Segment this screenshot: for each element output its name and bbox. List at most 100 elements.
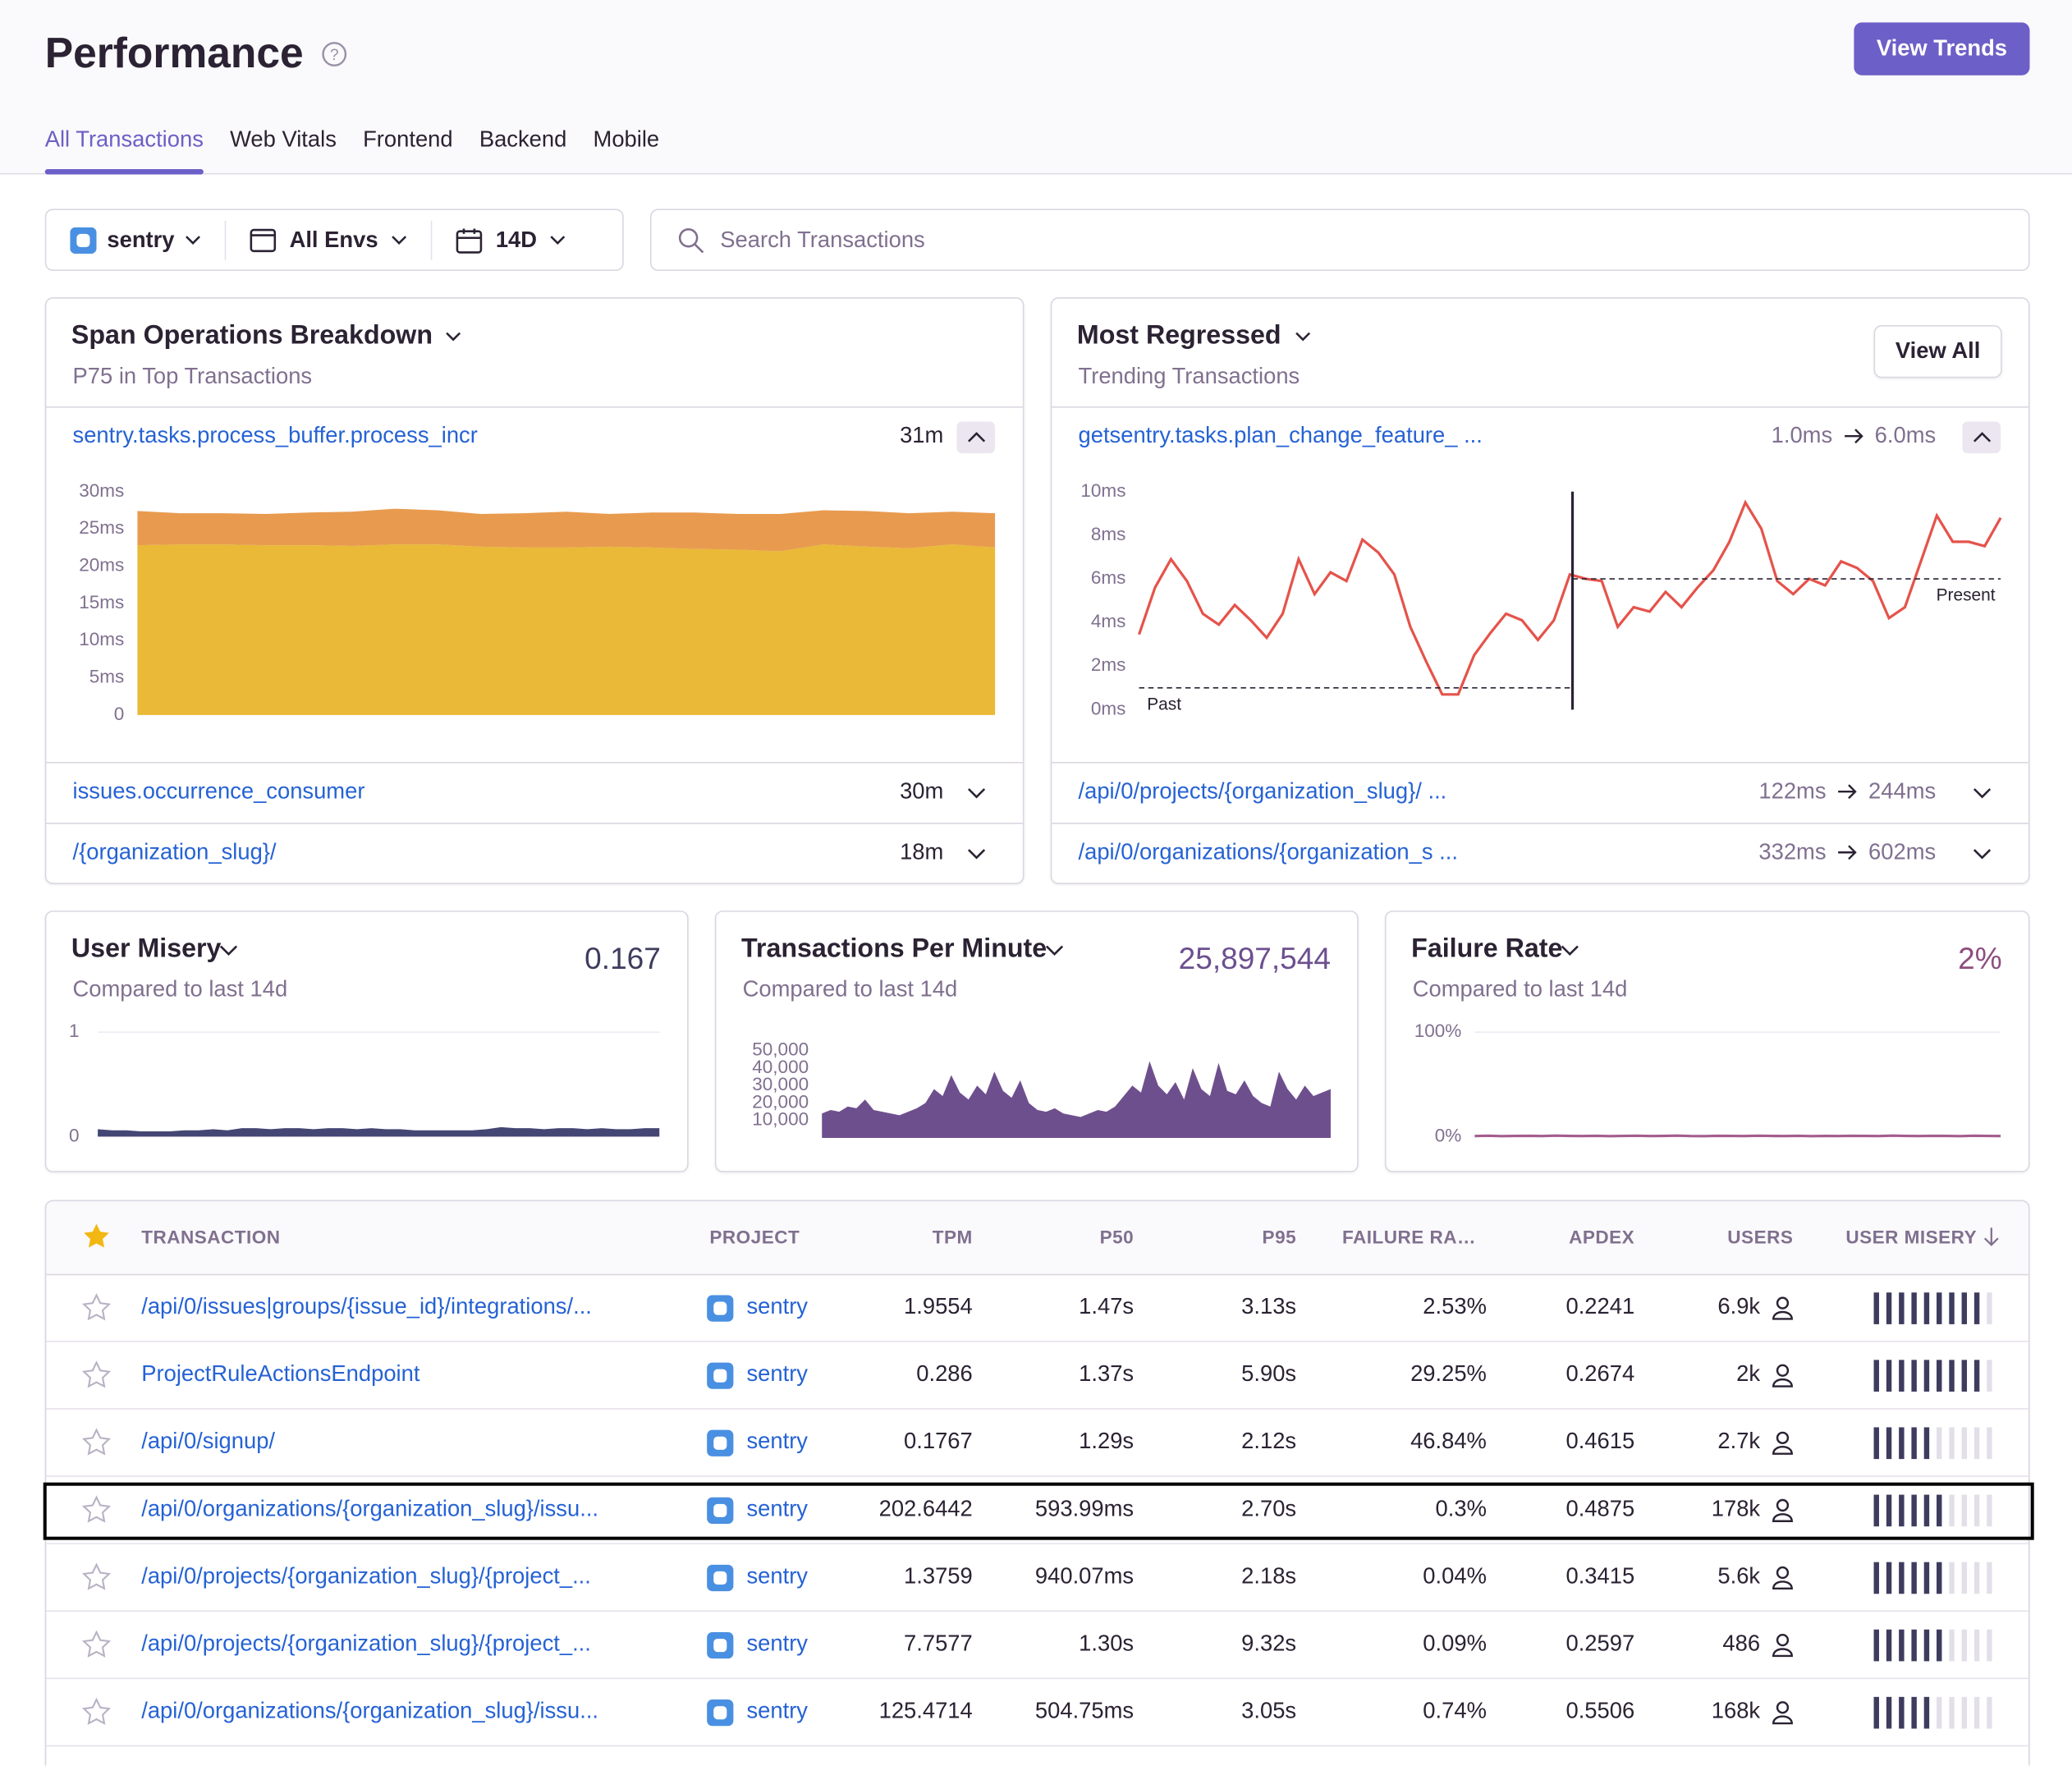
tab[interactable]: Backend (479, 124, 567, 174)
span-op-value: 31m (900, 423, 943, 449)
kpi-subtitle: Compared to last 14d (743, 977, 958, 1003)
regressed-link[interactable]: getsentry.tasks.plan_change_feature_ ... (1079, 423, 1483, 449)
panel-subtitle: Trending Transactions (1079, 364, 1300, 390)
regressed-link[interactable]: /api/0/projects/{organization_slug}/ ... (1079, 778, 1447, 805)
transaction-link[interactable]: /api/0/issues|groups/{issue_id}/integrat… (141, 1294, 592, 1320)
cell-failure-rate: 0.3% (1436, 1496, 1487, 1522)
cell-p95: 2.12s (1241, 1429, 1296, 1455)
cell-p50: 940.07ms (1035, 1563, 1134, 1589)
cell-p95: 3.13s (1241, 1294, 1296, 1320)
panel-title[interactable]: Most Regressed (1077, 321, 1310, 351)
transaction-link[interactable]: ProjectRuleActionsEndpoint (141, 1361, 419, 1388)
span-op-link[interactable]: sentry.tasks.process_buffer.process_incr (73, 423, 478, 449)
panel-title[interactable]: Span Operations Breakdown (71, 321, 461, 351)
cell-users: 168k (1712, 1698, 1760, 1724)
transaction-link[interactable]: /api/0/signup/ (141, 1429, 275, 1455)
span-op-link[interactable]: issues.occurrence_consumer (73, 778, 365, 805)
arrow-icon (1836, 782, 1858, 801)
column-header[interactable]: P50 (1100, 1227, 1135, 1248)
project-filter[interactable]: sentry (46, 220, 226, 259)
project-link[interactable]: sentry (746, 1496, 808, 1522)
transaction-link[interactable]: /api/0/projects/{organization_slug}/{pro… (141, 1631, 591, 1657)
kpi-title[interactable]: User Misery (71, 934, 222, 965)
view-all-button[interactable]: View All (1874, 325, 2002, 378)
tab[interactable]: Mobile (594, 124, 660, 174)
project-link[interactable]: sentry (746, 1294, 808, 1320)
cell-users: 2.7k (1717, 1429, 1760, 1455)
column-header[interactable]: FAILURE RA… (1342, 1227, 1476, 1248)
cell-apdex: 0.3415 (1565, 1563, 1634, 1589)
project-link[interactable]: sentry (746, 1631, 808, 1657)
search-icon (678, 227, 704, 253)
cell-tpm: 202.6442 (879, 1496, 973, 1522)
after-value: 244ms (1868, 778, 1936, 805)
cell-users: 2k (1736, 1361, 1760, 1388)
kpi-value: 25,897,544 (1179, 941, 1331, 976)
tabs: All Transactions Web Vitals Frontend Backen… (45, 124, 659, 174)
panel-title-text: Most Regressed (1077, 321, 1281, 351)
tab[interactable]: Frontend (363, 124, 453, 174)
regressed-change: 332ms602ms (1758, 839, 1936, 865)
panel-subtitle: P75 in Top Transactions (73, 364, 313, 390)
help-icon[interactable]: ? (321, 41, 347, 67)
chevron (185, 235, 200, 245)
column-header[interactable]: APDEX (1569, 1227, 1634, 1248)
regressed-change: 1.0ms6.0ms (1772, 423, 1937, 449)
chevron (392, 235, 407, 245)
search-placeholder: Search Transactions (720, 227, 924, 253)
cell-users: 178k (1712, 1496, 1760, 1522)
before-value: 332ms (1758, 839, 1826, 865)
arrow-icon (1836, 843, 1858, 862)
view-trends-button[interactable]: View Trends (1854, 22, 2029, 75)
cell-apdex: 0.2597 (1565, 1631, 1634, 1657)
column-header[interactable]: TRANSACTION (141, 1227, 280, 1248)
env-filter[interactable]: All Envs (226, 220, 432, 259)
kpi-title[interactable]: Failure Rate (1411, 934, 1562, 965)
column-header[interactable]: USERS (1727, 1227, 1793, 1248)
tab-underline (45, 169, 204, 174)
cell-users: 6.9k (1717, 1294, 1760, 1320)
panel-title-text: Span Operations Breakdown (71, 321, 433, 351)
project-link[interactable]: sentry (746, 1563, 808, 1589)
project-name: sentry (107, 227, 174, 253)
project-link[interactable]: sentry (746, 1698, 808, 1724)
cell-apdex: 0.5506 (1565, 1698, 1634, 1724)
kpi-subtitle: Compared to last 14d (73, 977, 288, 1003)
column-header[interactable]: PROJECT (709, 1227, 800, 1248)
cell-apdex: 0.4875 (1565, 1496, 1634, 1522)
cell-p95: 2.70s (1241, 1496, 1296, 1522)
cell-users: 486 (1722, 1631, 1760, 1657)
span-op-link[interactable]: /{organization_slug}/ (73, 839, 277, 865)
filter-bar: sentry All Envs 14D (45, 209, 624, 271)
column-header[interactable]: P95 (1263, 1227, 1297, 1248)
transaction-link[interactable]: /api/0/organizations/{organization_slug}… (141, 1496, 598, 1522)
project-link[interactable]: sentry (746, 1429, 808, 1455)
cell-p95: 3.05s (1241, 1698, 1296, 1724)
search-input[interactable]: Search Transactions (650, 209, 2030, 271)
span-op-value: 18m (900, 839, 943, 865)
arrow-icon (1843, 427, 1864, 446)
before-value: 1.0ms (1772, 423, 1833, 449)
cell-tpm: 1.3759 (904, 1563, 973, 1589)
tab[interactable]: Web Vitals (230, 124, 337, 174)
cell-tpm: 1.9554 (904, 1294, 973, 1320)
svg-text:?: ? (330, 47, 339, 64)
cell-failure-rate: 0.09% (1423, 1631, 1487, 1657)
column-header[interactable]: TPM (933, 1227, 973, 1248)
regressed-link[interactable]: /api/0/organizations/{organization_s ... (1079, 839, 1458, 865)
project-link[interactable]: sentry (746, 1361, 808, 1388)
transaction-link[interactable]: /api/0/organizations/{organization_slug}… (141, 1698, 598, 1724)
cell-p95: 2.18s (1241, 1563, 1296, 1589)
transaction-link[interactable]: /api/0/projects/{organization_slug}/{pro… (141, 1563, 591, 1589)
cell-p50: 1.29s (1079, 1429, 1134, 1455)
tab[interactable]: All Transactions (45, 124, 204, 174)
cell-apdex: 0.2674 (1565, 1361, 1634, 1388)
column-header[interactable]: USER MISERY (1845, 1227, 1977, 1248)
cell-p50: 504.75ms (1035, 1698, 1134, 1724)
cell-apdex: 0.2241 (1565, 1294, 1634, 1320)
cell-tpm: 0.1767 (904, 1429, 973, 1455)
chevron (550, 235, 566, 245)
period-filter[interactable]: 14D (433, 220, 590, 259)
kpi-title[interactable]: Transactions Per Minute (741, 934, 1047, 965)
